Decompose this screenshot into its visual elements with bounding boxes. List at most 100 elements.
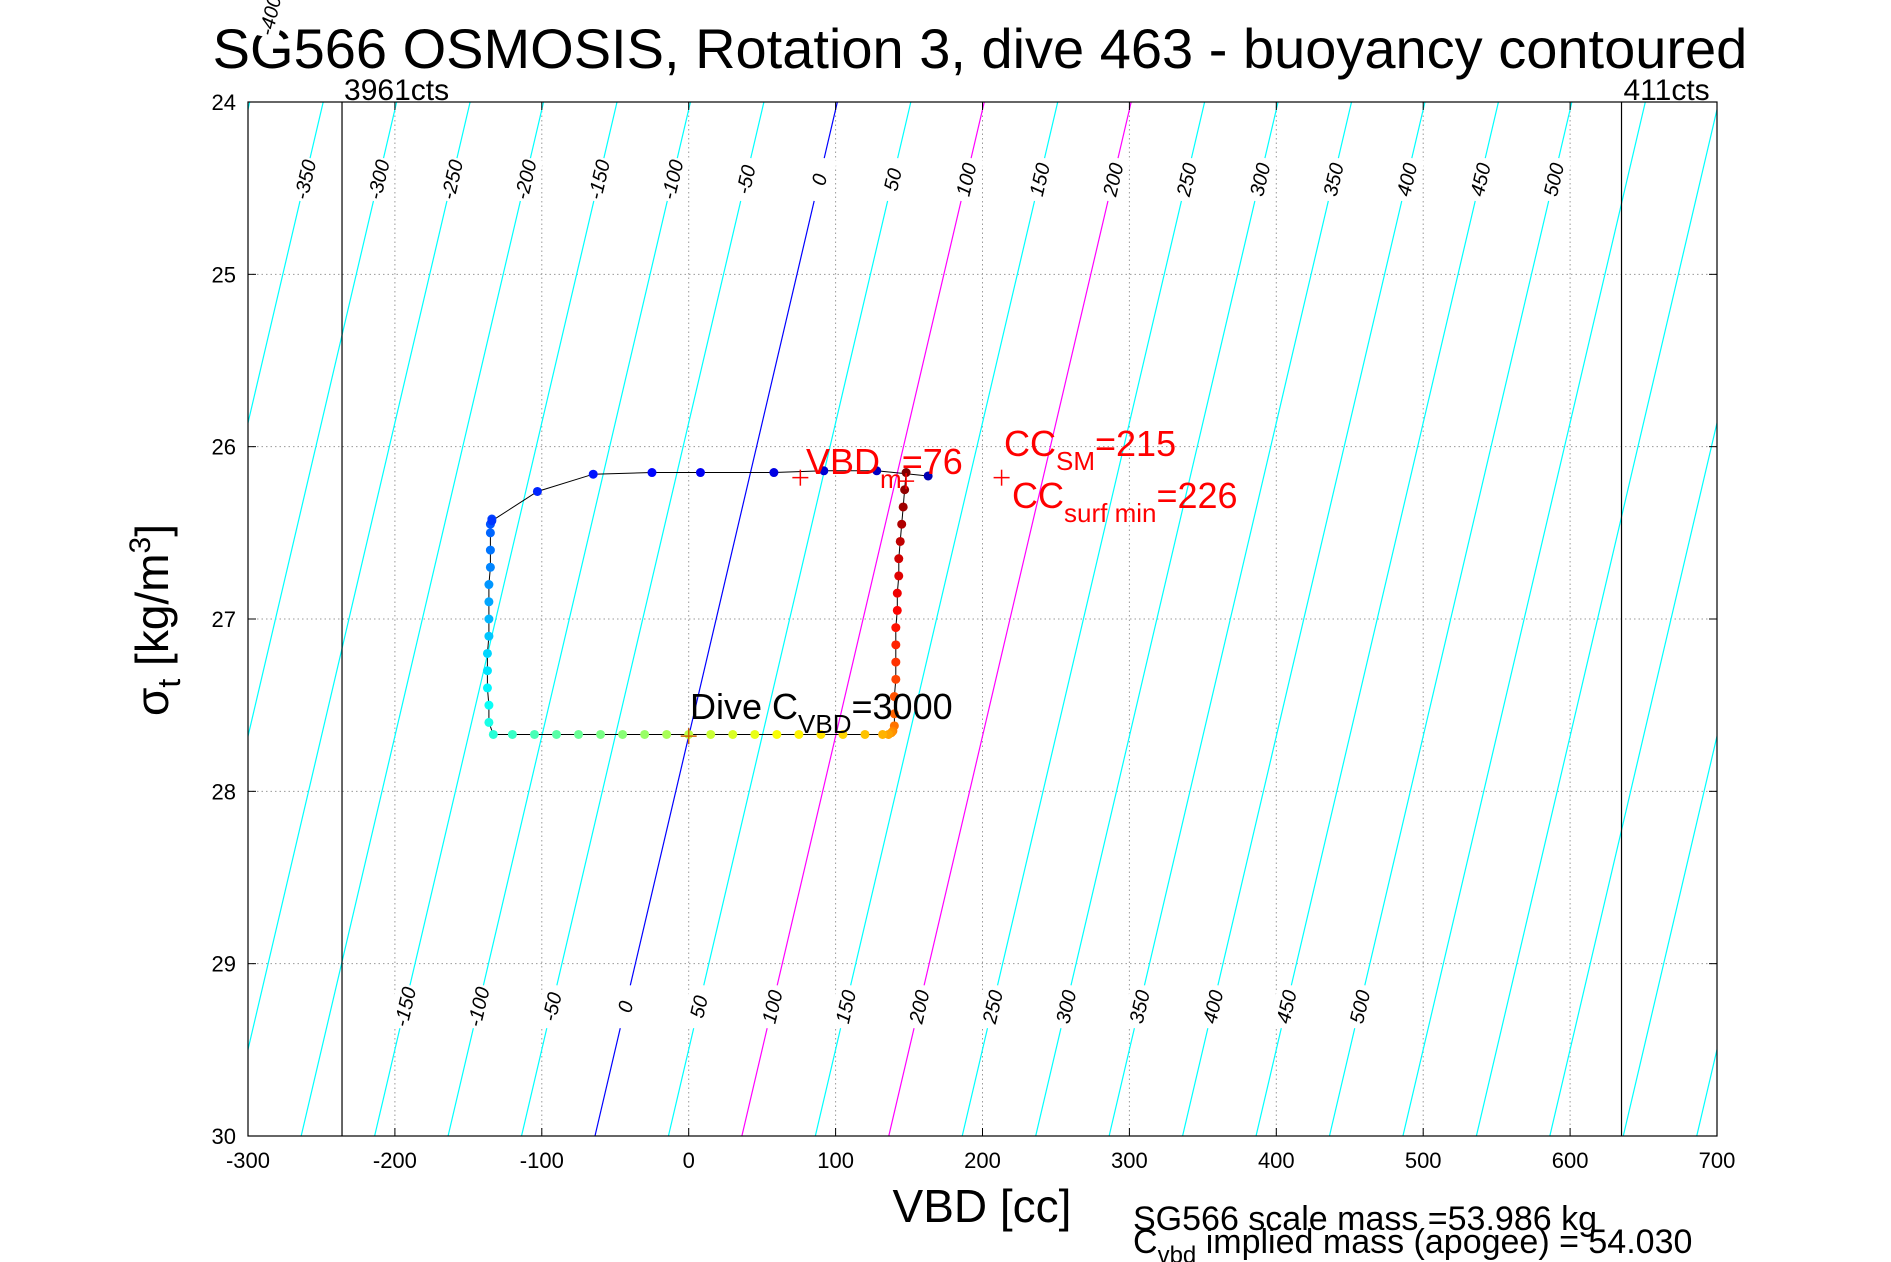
contour-label-bg [1048,982,1084,1032]
dive-track-point [878,729,888,739]
contour-label: -350 [287,155,323,204]
y-tick-label: 27 [212,607,236,632]
contour-label-bg [827,982,864,1032]
dive-track-point [891,674,901,684]
y-axis-unit-close: ] [126,524,178,537]
dive-track-point [484,631,494,641]
x-tick-label: 500 [1405,1148,1442,1173]
x-tick-label: -300 [226,1148,270,1173]
dive-cvbd-annotation: Dive CVBD=3000 [690,686,953,739]
contour-label: 200 [1095,155,1131,204]
contour-line [1328,102,1573,1136]
dive-track [482,466,933,739]
dive-track-point [872,466,882,476]
contour-line [248,102,471,1053]
x-tick-label: -100 [520,1148,564,1173]
dive-track-point [794,729,804,739]
x-tick-label: 600 [1552,1148,1589,1173]
contour-label-bg [1242,155,1278,204]
dive-track-point [923,471,933,481]
contour-label: -200 [507,155,544,204]
dive-track-point [891,640,901,650]
y-tick-label: 26 [212,435,236,460]
buoyancy-contours [0,102,1891,1136]
axis-ticks: -300 -200 -100 0 100 200 300 400 500 600 700242526… [212,90,1736,1173]
contour-label: 250 [1168,155,1205,204]
dive-track-point [596,729,606,739]
contour-line [248,102,324,426]
contour-line [1255,102,1499,1136]
contour-line [888,102,1132,1136]
contour-label-bg [1121,982,1158,1032]
dive-track-point [485,528,495,538]
contour-line [1035,102,1279,1136]
contour-label-bg [1021,155,1058,204]
contour-label-bg [948,155,984,204]
dive-track-point [485,562,495,572]
dive-track-point [769,468,779,478]
contour-line [1770,102,1891,1136]
contour-label: 450 [1268,982,1305,1032]
contour-line [1549,420,1717,1136]
dive-track-point [892,605,902,615]
contour-label: 0 [607,982,643,1032]
contour-label: -250 [434,155,470,204]
contour-label-bg [434,155,470,204]
dive-track-point [532,486,542,496]
dive-track-point [900,485,910,495]
dive-track-point [484,597,494,607]
contour-label-bg [974,982,1011,1032]
dive-track-point [662,729,672,739]
x-tick-label: 300 [1111,1148,1148,1173]
contour-label: 200 [901,982,937,1032]
contour-line [814,102,1059,1136]
x-tick-label: -200 [373,1148,417,1173]
contour-line [1696,1046,1717,1136]
contour-label-bg [360,155,397,204]
dive-track-point [484,580,494,590]
contour-line [594,102,838,1136]
dive-track-point [898,502,908,512]
dive-track-point [706,729,716,739]
y-tick-label: 30 [212,1124,236,1149]
dive-track-point [482,666,492,676]
dive-track-point [892,588,902,598]
dive-track-point [485,545,495,555]
contour-label-bg [728,155,764,204]
contour-line [374,102,618,1136]
contour-line [0,102,103,1136]
contour-line [248,102,398,739]
y-axis-symbol: σ [126,688,178,716]
dive-track-point [484,614,494,624]
contour-label: 0 [801,155,837,204]
contour-label-bg [1389,155,1425,204]
contour-label-bg [460,982,497,1032]
contour-label: -150 [387,982,423,1032]
dive-track-point [891,657,901,667]
dive-track-point [860,729,870,739]
dive-track-point [894,571,904,581]
contour-label-bg [1168,155,1205,204]
contour-label: 350 [1315,155,1352,204]
contour-label-bg [681,982,717,1032]
dive-track-point [889,692,899,702]
marker-cc-sm [898,473,915,490]
dive-track-point [482,648,492,658]
contour-line [961,102,1206,1136]
contour-label-bg [1315,155,1352,204]
contour-line [0,102,29,1136]
contour-line [667,102,912,1136]
y-tick-label: 29 [212,952,236,977]
contour-line [1108,102,1353,1136]
dive-track-point [507,729,517,739]
dive-track-point [894,554,904,564]
y-tick-label: 25 [212,262,236,287]
contour-label-bg [1342,982,1378,1032]
contour-label: 300 [1242,155,1278,204]
dive-track-point [647,468,657,478]
x-tick-label: 0 [683,1148,695,1173]
markers [680,469,1010,745]
dive-track-point [901,468,911,478]
x-tick-label: 200 [964,1148,1001,1173]
